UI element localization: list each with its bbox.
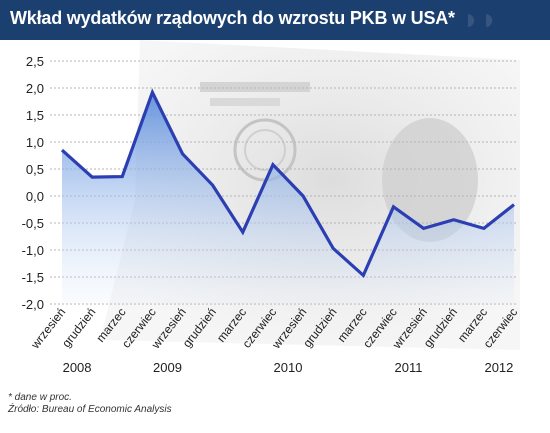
year-label: 2009: [153, 360, 182, 375]
y-tick-label: 2,0: [26, 81, 44, 96]
chart-title: Wkład wydatków rządowych do wzrostu PKB …: [10, 8, 455, 28]
year-label: 2012: [484, 360, 513, 375]
y-tick-label: 0,5: [26, 162, 44, 177]
footnote: * dane w proc.: [8, 392, 72, 403]
year-label: 2011: [395, 360, 423, 375]
chart-footer: * dane w proc. Źródło: Bureau of Economi…: [8, 392, 172, 416]
y-tick-label: 1,5: [26, 108, 44, 123]
y-tick-label: 1,0: [26, 135, 44, 150]
series-polyline: [60, 88, 515, 279]
y-tick-label: -1,5: [22, 270, 44, 285]
decorative-watermark-icon: ◗◗: [462, 3, 499, 36]
y-tick-label: -2,0: [22, 297, 44, 312]
y-axis-tick-labels: 2,5 2,0 1,5 1,0 0,5 0,0 -0,5 -1,0 -1,5 -2,0: [22, 54, 44, 312]
y-tick-label: -0,5: [22, 216, 44, 231]
y-tick-label: 2,5: [26, 54, 44, 69]
chart-header: Wkład wydatków rządowych do wzrostu PKB …: [0, 0, 550, 40]
source-note: Źródło: Bureau of Economic Analysis: [8, 404, 172, 415]
year-label: 2008: [63, 360, 92, 375]
area-shape: [62, 92, 514, 304]
area-fill: [62, 92, 514, 304]
series-line: [60, 88, 515, 279]
y-tick-label: 0,0: [26, 189, 44, 204]
year-labels: 2008 2009 2010 2011 2012: [63, 360, 514, 375]
year-label: 2010: [274, 360, 303, 375]
y-tick-label: -1,0: [22, 243, 44, 258]
chart-canvas: 2,52,01,51,00,50,0-0,5-1,0-1,5-2,0 wrzes…: [22, 40, 520, 375]
